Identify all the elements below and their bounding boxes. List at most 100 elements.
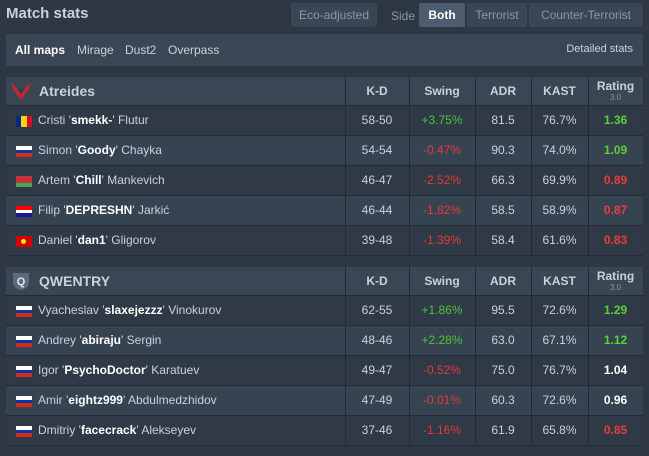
map-mirage[interactable]: Mirage bbox=[77, 43, 114, 57]
col-header-adr[interactable]: ADR bbox=[490, 274, 516, 288]
stat-rating: 0.87 bbox=[603, 203, 628, 217]
stat-swing: -1.82% bbox=[422, 203, 462, 217]
team-name[interactable]: QWENTRY bbox=[39, 273, 111, 289]
player-name[interactable]: Vyacheslav 'slaxejezzz' Vinokurov bbox=[38, 303, 222, 317]
player-first-name: Andrey bbox=[38, 333, 77, 347]
player-row[interactable]: Dmitriy 'facecrack' Alekseyev 37-46 -1.16%… bbox=[6, 416, 643, 446]
stat-kd: 46-47 bbox=[361, 173, 393, 187]
rating-version: 3.0 bbox=[609, 283, 622, 292]
stat-swing: -2.52% bbox=[422, 173, 462, 187]
stat-adr: 90.3 bbox=[491, 143, 515, 157]
player-name[interactable]: Igor 'PsychoDoctor' Karatuev bbox=[38, 363, 200, 377]
qwentry-shield-icon[interactable]: Q bbox=[10, 271, 32, 291]
stat-adr: 58.4 bbox=[491, 233, 515, 247]
player-first-name: Dmitriy bbox=[38, 423, 76, 437]
side-terrorist-button[interactable]: Terrorist bbox=[467, 3, 527, 27]
match-stats-header: Match stats Eco-adjusted Side Both Terro… bbox=[0, 0, 649, 30]
flag-ru-icon bbox=[16, 306, 32, 317]
flag-hr-icon bbox=[16, 206, 32, 217]
col-header-kast[interactable]: KAST bbox=[543, 84, 576, 98]
stat-swing: +3.75% bbox=[421, 113, 463, 127]
rating-label: Rating bbox=[596, 269, 635, 283]
stat-swing: -1.16% bbox=[422, 423, 462, 437]
stat-kast: 61.6% bbox=[542, 233, 577, 247]
player-last-name: Sergin bbox=[126, 333, 162, 347]
stat-adr: 63.0 bbox=[491, 333, 515, 347]
player-name[interactable]: Cristi 'smekk-' Flutur bbox=[38, 113, 149, 127]
player-name[interactable]: Filip 'DEPRESHN' Jarkić bbox=[38, 203, 170, 217]
stat-swing: +2.28% bbox=[421, 333, 463, 347]
rating-version: 3.0 bbox=[609, 93, 622, 102]
col-header-swing[interactable]: Swing bbox=[424, 274, 460, 288]
player-name[interactable]: Andrey 'abiraju' Sergin bbox=[38, 333, 162, 347]
map-all-maps[interactable]: All maps bbox=[15, 43, 66, 57]
side-both-button[interactable]: Both bbox=[419, 3, 465, 27]
stat-adr: 60.3 bbox=[491, 393, 515, 407]
stat-kd: 46-44 bbox=[361, 203, 393, 217]
player-first-name: Amir bbox=[38, 393, 63, 407]
map-overpass[interactable]: Overpass bbox=[168, 43, 220, 57]
team-table-1: Q QWENTRY K-D Swing ADR KAST Rating 3.0 Vyachesl… bbox=[6, 267, 643, 446]
player-name[interactable]: Dmitriy 'facecrack' Alekseyev bbox=[38, 423, 197, 437]
team-name[interactable]: Atreides bbox=[39, 83, 96, 99]
player-last-name: Mankevich bbox=[107, 173, 165, 187]
stat-kast: 76.7% bbox=[542, 113, 577, 127]
stat-kast: 74.0% bbox=[542, 143, 577, 157]
side-ct-button[interactable]: Counter-Terrorist bbox=[529, 3, 643, 27]
stat-adr: 95.5 bbox=[491, 303, 515, 317]
player-first-name: Daniel bbox=[38, 233, 73, 247]
detailed-stats-link[interactable]: Detailed stats bbox=[566, 43, 633, 55]
player-last-name: Jarkić bbox=[137, 203, 170, 217]
col-header-kast[interactable]: KAST bbox=[543, 274, 576, 288]
player-row[interactable]: Andrey 'abiraju' Sergin 48-46 +2.28% 63.0 67… bbox=[6, 326, 643, 356]
flag-ro-icon bbox=[16, 116, 32, 127]
player-last-name: Flutur bbox=[117, 113, 149, 127]
player-row[interactable]: Cristi 'smekk-' Flutur 58-50 +3.75% 81.5 76.… bbox=[6, 106, 643, 136]
player-name[interactable]: Daniel 'dan1' Gligorov bbox=[38, 233, 156, 247]
map-filter-bar: All maps Mirage Dust2 Overpass Detailed … bbox=[6, 34, 643, 66]
stat-rating: 1.09 bbox=[603, 143, 628, 157]
side-label: Side bbox=[391, 9, 416, 23]
player-row[interactable]: Amir 'eightz999' Abdulmedzhidov 47-49 -0.0… bbox=[6, 386, 643, 416]
player-first-name: Filip bbox=[38, 203, 61, 217]
player-last-name: Alekseyev bbox=[141, 423, 197, 437]
player-last-name: Chayka bbox=[121, 143, 162, 157]
player-first-name: Simon bbox=[38, 143, 73, 157]
player-name[interactable]: Amir 'eightz999' Abdulmedzhidov bbox=[38, 393, 217, 407]
player-first-name: Vyacheslav bbox=[38, 303, 99, 317]
svg-text:Q: Q bbox=[17, 276, 26, 288]
player-row[interactable]: Artem 'Chill' Mankevich 46-47 -2.52% 66.3 69… bbox=[6, 166, 643, 196]
stat-kd: 62-55 bbox=[361, 303, 393, 317]
player-name[interactable]: Simon 'Goody' Chayka bbox=[38, 143, 162, 157]
player-row[interactable]: Daniel 'dan1' Gligorov 39-48 -1.39% 58.4 61.… bbox=[6, 226, 643, 256]
player-row[interactable]: Vyacheslav 'slaxejezzz' Vinokurov 62-55 +1… bbox=[6, 296, 643, 326]
stat-kd: 54-54 bbox=[361, 143, 393, 157]
player-name[interactable]: Artem 'Chill' Mankevich bbox=[38, 173, 165, 187]
stat-adr: 61.9 bbox=[491, 423, 515, 437]
player-row[interactable]: Filip 'DEPRESHN' Jarkić 46-44 -1.82% 58.5 58… bbox=[6, 196, 643, 226]
col-header-rating[interactable]: Rating 3.0 bbox=[588, 77, 643, 105]
stat-kd: 58-50 bbox=[361, 113, 393, 127]
stat-kast: 58.9% bbox=[542, 203, 577, 217]
player-row[interactable]: Igor 'PsychoDoctor' Karatuev 49-47 -0.52% 7… bbox=[6, 356, 643, 386]
col-header-adr[interactable]: ADR bbox=[490, 84, 516, 98]
col-header-kd[interactable]: K-D bbox=[366, 274, 388, 288]
player-first-name: Artem bbox=[38, 173, 71, 187]
player-last-name: Gligorov bbox=[111, 233, 156, 247]
team-table-0: Atreides K-D Swing ADR KAST Rating 3.0 Cristi '… bbox=[6, 77, 643, 256]
eco-adjusted-button[interactable]: Eco-adjusted bbox=[291, 3, 377, 27]
stat-kd: 48-46 bbox=[361, 333, 393, 347]
col-header-rating[interactable]: Rating 3.0 bbox=[588, 267, 643, 295]
flag-ru-icon bbox=[16, 146, 32, 157]
atreides-hawk-icon[interactable] bbox=[10, 81, 32, 101]
map-dust2[interactable]: Dust2 bbox=[125, 43, 157, 57]
stat-rating: 0.85 bbox=[603, 423, 628, 437]
team-header: Q QWENTRY K-D Swing ADR KAST Rating 3.0 bbox=[6, 267, 643, 296]
col-header-kd[interactable]: K-D bbox=[366, 84, 388, 98]
stat-kast: 69.9% bbox=[542, 173, 577, 187]
player-nickname: Chill bbox=[75, 173, 102, 187]
player-row[interactable]: Simon 'Goody' Chayka 54-54 -0.47% 90.3 74.0%… bbox=[6, 136, 643, 166]
flag-ru-icon bbox=[16, 336, 32, 347]
stat-kast: 76.7% bbox=[542, 363, 577, 377]
col-header-swing[interactable]: Swing bbox=[424, 84, 460, 98]
